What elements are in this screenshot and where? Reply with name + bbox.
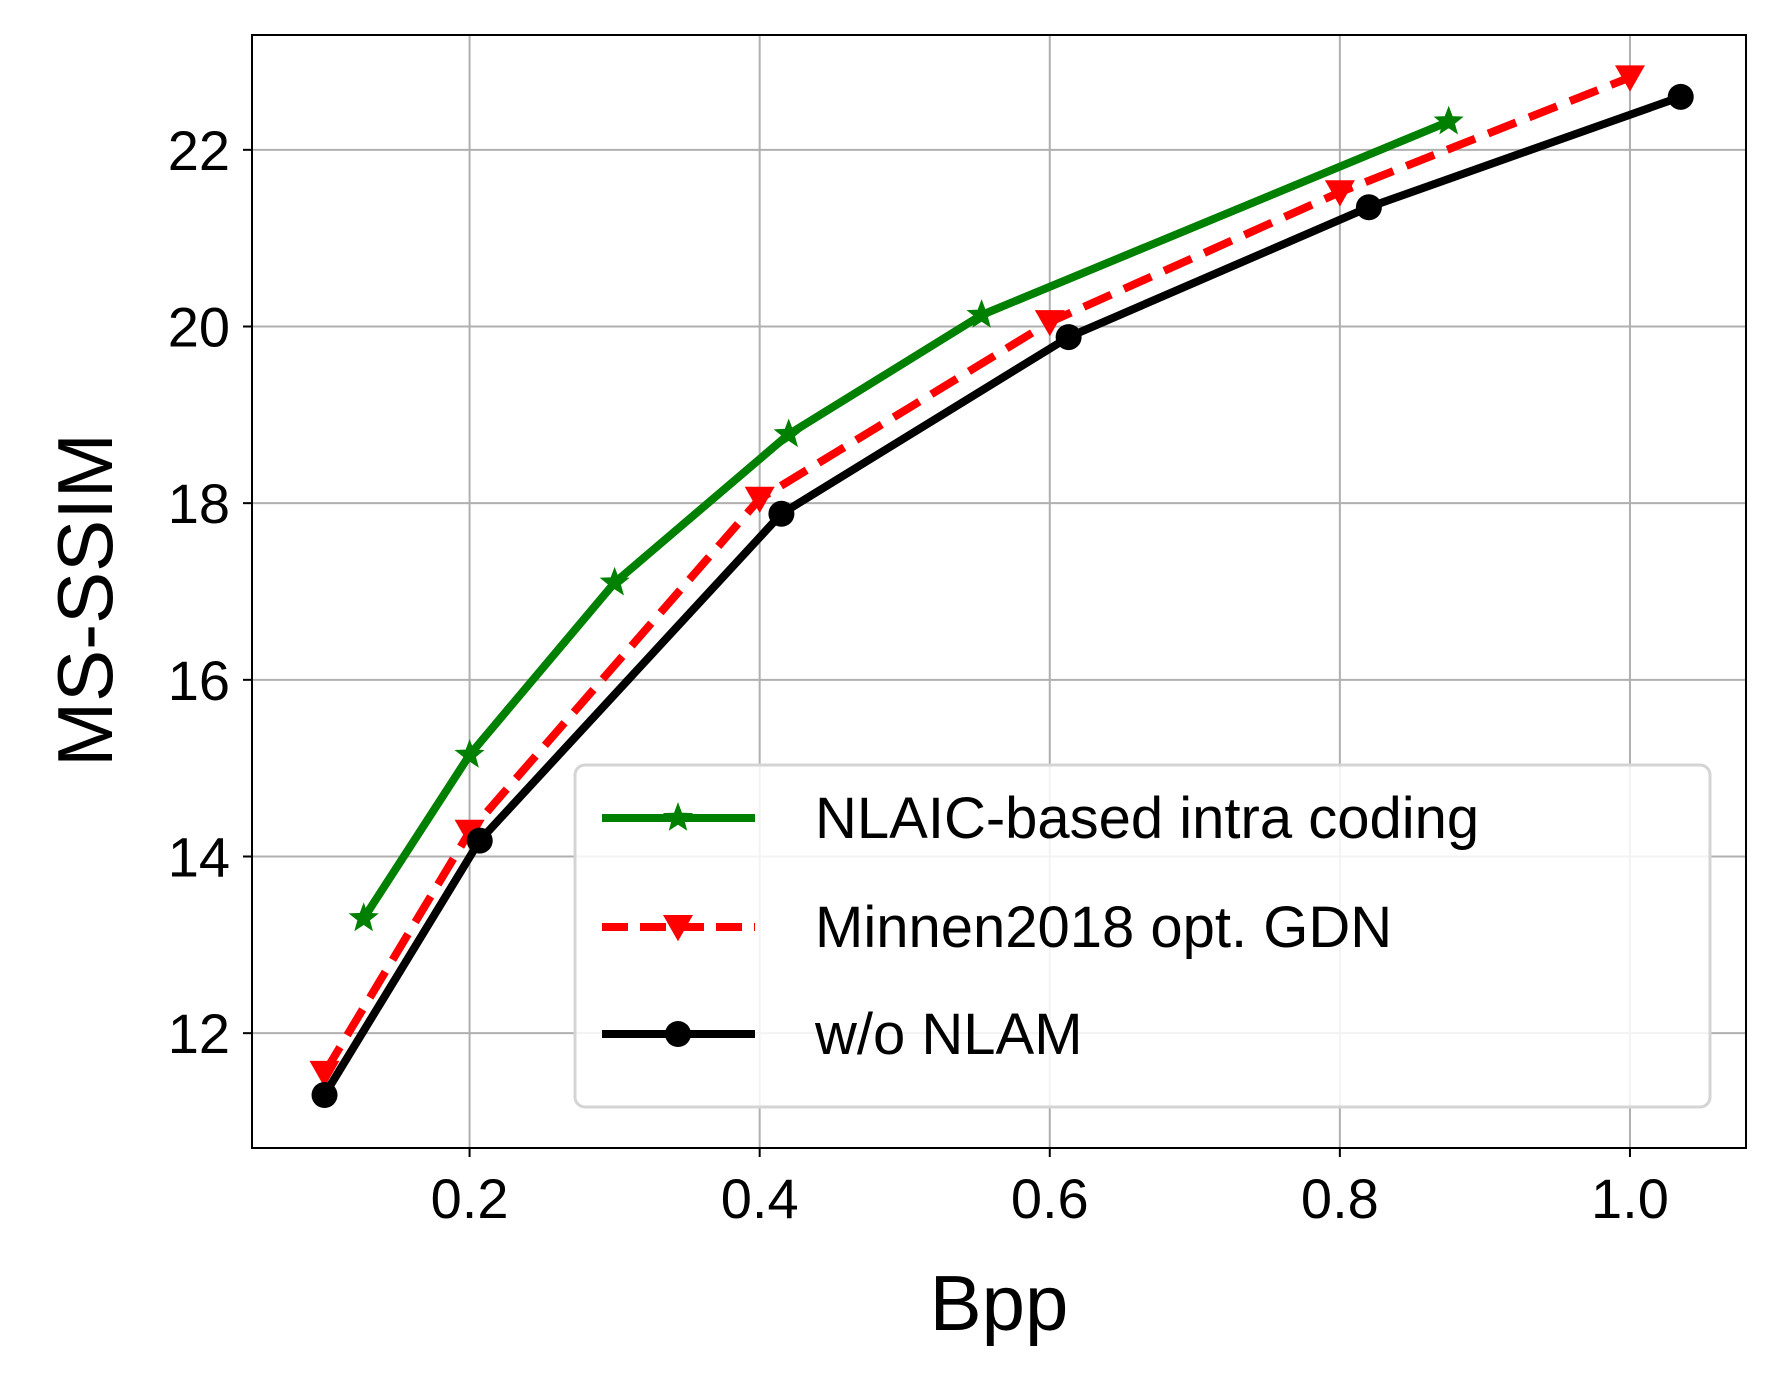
x-axis-title: Bpp xyxy=(930,1259,1069,1347)
series-1 xyxy=(348,105,1464,932)
series-line xyxy=(360,117,1451,921)
y-tick-label: 22 xyxy=(168,119,230,182)
data-point xyxy=(311,1082,338,1108)
data-point xyxy=(1055,324,1082,351)
y-tick-label: 14 xyxy=(168,826,230,889)
legend-item-3: w/o NLAM xyxy=(602,1002,1083,1067)
series-2 xyxy=(309,65,1645,1088)
y-tick-label: 20 xyxy=(168,296,230,359)
data-point xyxy=(1615,65,1645,92)
legend-item-2: Minnen2018 opt. GDN xyxy=(602,895,1392,960)
data-point xyxy=(1324,180,1355,207)
legend-marker xyxy=(665,1021,691,1047)
data-point xyxy=(348,902,379,932)
data-point xyxy=(309,1060,340,1088)
data-point xyxy=(1355,194,1382,221)
data-point xyxy=(454,739,485,768)
x-tick-label: 0.8 xyxy=(1301,1167,1379,1230)
legend-item-1: NLAIC-based intra coding xyxy=(602,786,1479,851)
series-3 xyxy=(311,83,1694,1108)
x-tick-label: 0.2 xyxy=(431,1167,509,1230)
data-point xyxy=(773,418,804,448)
data-point xyxy=(966,299,997,328)
data-point xyxy=(599,566,630,596)
legend-marker xyxy=(662,802,694,831)
x-tick-label: 0.6 xyxy=(1011,1167,1089,1230)
plot-frame xyxy=(251,34,1747,1149)
series-layer xyxy=(309,65,1694,1108)
x-tick-label: 1.0 xyxy=(1591,1167,1669,1230)
data-point xyxy=(1433,105,1464,135)
legend: NLAIC-based intra coding Minnen2018 opt. … xyxy=(573,763,1712,1109)
legend-label: NLAIC-based intra coding xyxy=(815,786,1479,851)
series-line xyxy=(321,73,1632,1075)
data-point xyxy=(768,500,795,527)
data-point xyxy=(466,827,493,854)
x-tick-label: 0.4 xyxy=(721,1167,799,1230)
legend-box xyxy=(573,763,1712,1109)
legend-marker xyxy=(663,915,693,942)
y-tick-label: 12 xyxy=(168,1002,230,1065)
legend-label: Minnen2018 opt. GDN xyxy=(815,895,1392,960)
y-tick-label: 16 xyxy=(168,649,230,712)
series-line xyxy=(321,93,1683,1098)
legend-label: w/o NLAM xyxy=(814,1002,1083,1067)
y-axis-title: MS-SSIM xyxy=(41,433,129,767)
ticks: 0.2 0.4 0.6 0.8 1.0 12 14 16 18 20 22 xyxy=(168,119,1669,1230)
data-point xyxy=(1667,83,1694,110)
data-point xyxy=(744,486,775,513)
y-tick-label: 18 xyxy=(168,472,230,535)
data-point xyxy=(1034,310,1065,337)
